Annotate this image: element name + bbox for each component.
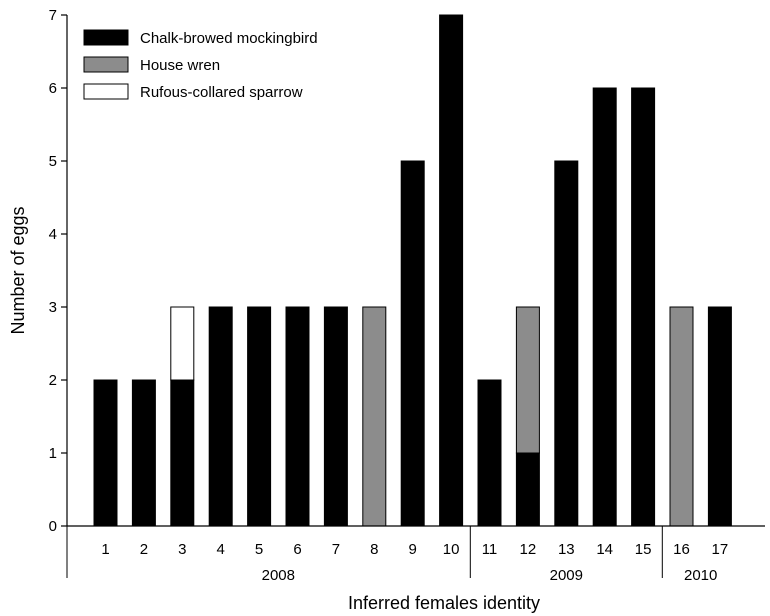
x-tick-label: 12 [520, 541, 537, 558]
bar-segment-chalk-browed-mockingbird-13 [554, 160, 579, 527]
bar-segment-chalk-browed-mockingbird-4 [208, 306, 233, 527]
bar-segment-chalk-browed-mockingbird-12 [515, 452, 540, 527]
x-tick-label: 17 [712, 541, 729, 558]
legend-label: Rufous-collared sparrow [140, 84, 303, 101]
y-tick-label: 7 [49, 7, 57, 24]
bar-segment-chalk-browed-mockingbird-15 [631, 87, 656, 527]
x-axis-title: Inferred females identity [348, 593, 540, 613]
y-tick-label: 2 [49, 372, 57, 389]
bar-segment-chalk-browed-mockingbird-17 [707, 306, 732, 527]
x-tick-label: 1 [101, 541, 109, 558]
legend-swatch [83, 83, 129, 100]
bar-segment-chalk-browed-mockingbird-10 [439, 14, 464, 527]
y-tick-label: 3 [49, 299, 57, 316]
bar-segment-chalk-browed-mockingbird-7 [323, 306, 348, 527]
legend-swatch [83, 29, 129, 46]
x-tick-label: 7 [332, 541, 340, 558]
legend-swatch [83, 56, 129, 73]
x-tick-label: 8 [370, 541, 378, 558]
x-tick-label: 14 [596, 541, 613, 558]
x-tick-label: 10 [443, 541, 460, 558]
y-tick-label: 4 [49, 226, 57, 243]
year-group-label: 2009 [550, 567, 583, 584]
bar-segment-rufous-collared-sparrow-3 [170, 306, 195, 381]
x-tick-label: 4 [217, 541, 225, 558]
bar-segment-chalk-browed-mockingbird-14 [592, 87, 617, 527]
x-tick-label: 2 [140, 541, 148, 558]
x-tick-label: 6 [293, 541, 301, 558]
bar-segment-house-wren-12 [515, 306, 540, 454]
bar-segment-chalk-browed-mockingbird-6 [285, 306, 310, 527]
year-groups: 2008 2009 2010 [66, 526, 717, 584]
x-ticks: 1 2 3 4 5 6 7 8 9 10 11 12 13 14 15 16 17 [101, 541, 728, 558]
y-axis-title: Number of eggs [8, 206, 28, 334]
bar-segment-chalk-browed-mockingbird-11 [477, 379, 502, 527]
axes-layer [66, 15, 765, 527]
legend-label: House wren [140, 57, 220, 74]
year-group-label: 2008 [262, 567, 295, 584]
x-tick-label: 13 [558, 541, 575, 558]
x-tick-label: 11 [482, 541, 498, 558]
bars-layer [93, 14, 732, 527]
x-tick-label: 3 [178, 541, 186, 558]
bar-segment-house-wren-16 [669, 306, 694, 527]
x-tick-label: 5 [255, 541, 263, 558]
legend-label: Chalk-browed mockingbird [140, 30, 318, 47]
bar-segment-chalk-browed-mockingbird-3 [170, 379, 195, 527]
y-tick-label: 1 [49, 445, 57, 462]
x-tick-label: 16 [673, 541, 690, 558]
x-tick-label: 15 [635, 541, 652, 558]
legend: Chalk-browed mockingbird House wren Rufous… [83, 29, 318, 101]
bar-segment-chalk-browed-mockingbird-1 [93, 379, 118, 527]
x-tick-label: 9 [409, 541, 417, 558]
bar-segment-chalk-browed-mockingbird-5 [247, 306, 272, 527]
y-tick-label: 0 [49, 518, 57, 535]
bar-segment-house-wren-8 [362, 306, 387, 527]
y-ticks: 0 1 2 3 4 5 6 7 [49, 7, 67, 535]
y-tick-label: 5 [49, 153, 57, 170]
y-tick-label: 6 [49, 80, 57, 97]
year-group-label: 2010 [684, 567, 717, 584]
bar-segment-chalk-browed-mockingbird-2 [131, 379, 156, 527]
bar-segment-chalk-browed-mockingbird-9 [400, 160, 425, 527]
